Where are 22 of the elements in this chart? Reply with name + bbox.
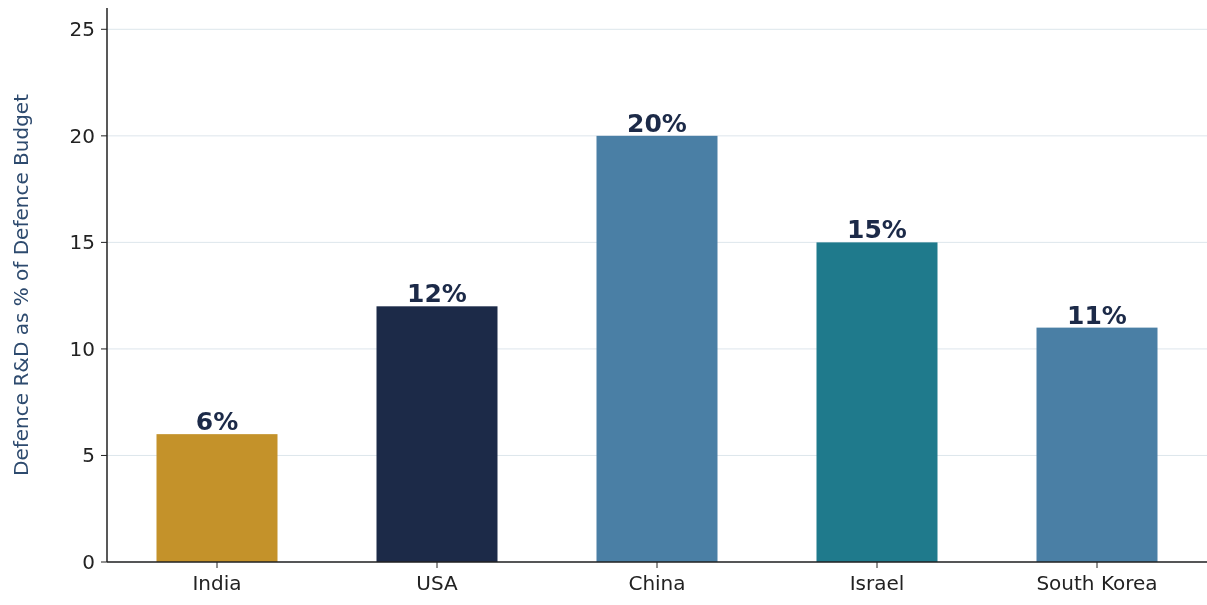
y-axis-title: Defence R&D as % of Defence Budget — [9, 93, 33, 476]
bar — [1036, 327, 1158, 562]
y-tick-label: 15 — [69, 230, 95, 255]
y-tick-label: 5 — [82, 443, 95, 468]
x-tick-label: India — [192, 571, 242, 595]
data-label: 12% — [407, 279, 467, 309]
data-label: 15% — [847, 215, 907, 245]
bar — [596, 135, 718, 562]
x-tick-label: South Korea — [1036, 571, 1158, 595]
y-tick-label: 0 — [82, 550, 95, 574]
x-tick-label: Israel — [849, 571, 905, 595]
y-tick-label: 10 — [69, 336, 95, 361]
data-label: 6% — [195, 407, 239, 437]
y-tick-label: 20 — [69, 123, 95, 148]
bar — [816, 242, 938, 562]
data-label: 11% — [1067, 300, 1127, 330]
y-tick-label: 25 — [69, 17, 95, 42]
x-tick-label: China — [628, 571, 686, 595]
bar — [376, 306, 498, 562]
x-tick-label: USA — [416, 571, 459, 595]
data-label: 20% — [627, 108, 687, 138]
bar — [156, 434, 278, 562]
